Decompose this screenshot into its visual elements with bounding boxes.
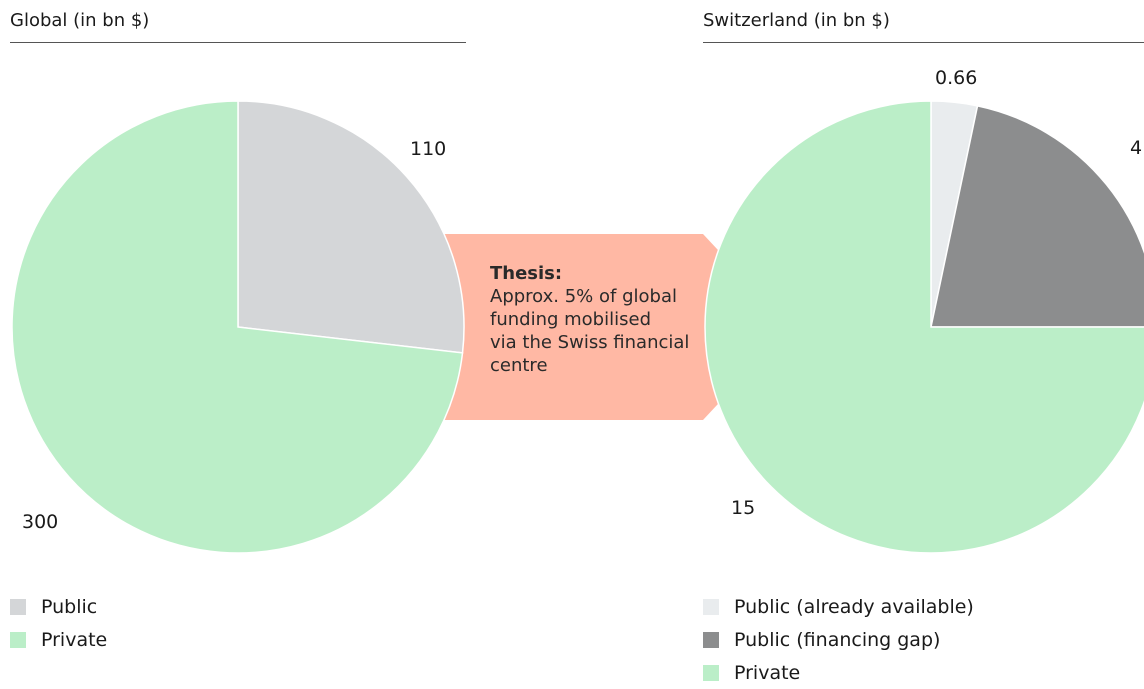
legend-label-public-gap: Public (financing gap) xyxy=(734,628,941,651)
switzerland-slice-private xyxy=(704,100,1144,554)
thesis-line-1: Approx. 5% of global xyxy=(490,286,677,307)
legend-swatch-public-available xyxy=(703,598,719,615)
thesis-line-3: via the Swiss financial xyxy=(490,332,690,353)
legend-label-swiss-private: Private xyxy=(734,661,801,684)
switzerland-value-label: 4.34 xyxy=(1130,137,1144,159)
global-chart-title: Global (in bn $) xyxy=(10,10,150,31)
thesis-arrow xyxy=(430,234,790,420)
switzerland-title-rule xyxy=(703,42,1144,43)
switzerland-value-label: 15 xyxy=(731,497,755,519)
legend-item-private: Private xyxy=(10,623,107,656)
thesis-heading: Thesis: xyxy=(490,263,563,284)
legend-swatch-swiss-private xyxy=(703,664,719,681)
legend-swatch-public xyxy=(10,598,26,615)
legend-label-private: Private xyxy=(41,628,108,651)
legend-swatch-private xyxy=(10,631,26,648)
global-value-label: 300 xyxy=(22,511,58,533)
global-title-rule xyxy=(10,42,466,43)
thesis-line-4: centre xyxy=(490,355,548,376)
legend-item-public: Public xyxy=(10,590,107,623)
switzerland-legend: Public (already available) Public (finan… xyxy=(703,590,974,689)
switzerland-chart-title: Switzerland (in bn $) xyxy=(703,10,890,31)
legend-item-public-available: Public (already available) xyxy=(703,590,974,623)
global-slice-public xyxy=(237,100,465,354)
legend-swatch-public-gap xyxy=(703,631,719,648)
global-slice-private xyxy=(11,100,464,554)
switzerland-value-label: 0.66 xyxy=(935,67,977,89)
thesis-line-2: funding mobilised xyxy=(490,309,651,330)
legend-label-public: Public xyxy=(41,595,98,618)
global-legend: Public Private xyxy=(10,590,107,656)
global-value-label: 110 xyxy=(410,138,446,160)
legend-item-public-gap: Public (financing gap) xyxy=(703,623,974,656)
thesis-callout: Thesis: Approx. 5% of global funding mob… xyxy=(490,262,720,377)
legend-label-public-available: Public (already available) xyxy=(734,595,974,618)
switzerland-slice-public-financing-gap xyxy=(930,104,1144,328)
legend-item-swiss-private: Private xyxy=(703,656,974,689)
